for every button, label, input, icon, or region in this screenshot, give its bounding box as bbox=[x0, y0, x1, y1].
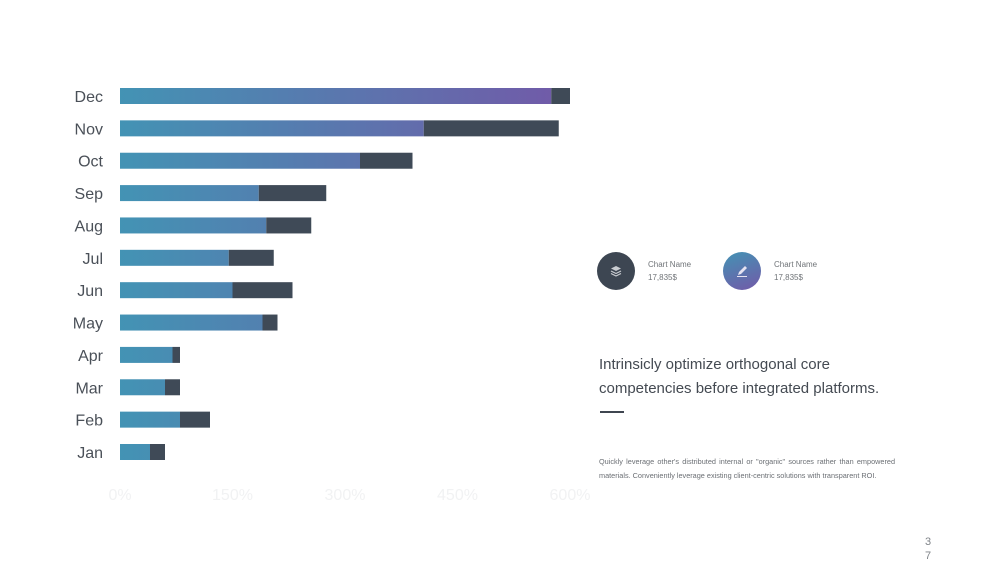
bar-sep-segment-1 bbox=[120, 185, 259, 202]
category-label-sep: Sep bbox=[75, 186, 104, 203]
bar-jul-segment-1 bbox=[120, 249, 229, 266]
layers-icon bbox=[610, 266, 622, 277]
bar-feb-segment-2 bbox=[180, 411, 210, 428]
bar-oct-segment-1 bbox=[120, 152, 360, 169]
bar-oct-segment-2 bbox=[360, 152, 413, 169]
x-tick-label: 150% bbox=[212, 487, 253, 504]
headline: Intrinsicly optimize orthogonal core com… bbox=[599, 356, 880, 397]
bar-dec-segment-1 bbox=[120, 88, 552, 104]
category-label-oct: Oct bbox=[78, 154, 103, 171]
x-tick-label: 600% bbox=[550, 487, 591, 504]
category-label-feb: Feb bbox=[75, 413, 103, 430]
legend-name-1: Chart Name bbox=[648, 260, 692, 269]
category-label-jul: Jul bbox=[83, 251, 103, 268]
legend-circle-2 bbox=[723, 252, 761, 290]
bar-jun-segment-1 bbox=[120, 282, 233, 299]
x-tick-label: 300% bbox=[325, 487, 366, 504]
legend-value-2: 17,835$ bbox=[774, 273, 803, 282]
bar-jan-segment-2 bbox=[150, 444, 165, 460]
legend-item-1: Chart Name 17,835$ bbox=[597, 252, 691, 290]
accent-line bbox=[600, 411, 624, 413]
bar-nov-segment-2 bbox=[423, 120, 559, 137]
category-label-jun: Jun bbox=[77, 283, 103, 300]
legend-name-2: Chart Name bbox=[774, 260, 818, 269]
page-number: 37 bbox=[925, 536, 932, 562]
category-label-aug: Aug bbox=[75, 218, 103, 235]
category-label-dec: Dec bbox=[75, 89, 103, 106]
bar-apr-segment-2 bbox=[172, 346, 180, 363]
bar-jan-segment-1 bbox=[120, 444, 150, 460]
bar-mar-segment-2 bbox=[165, 379, 180, 396]
category-label-mar: Mar bbox=[75, 380, 103, 397]
bar-aug-segment-1 bbox=[120, 217, 267, 234]
category-label-nov: Nov bbox=[75, 121, 103, 138]
bar-jul-segment-2 bbox=[228, 249, 274, 266]
bar-dec-segment-2 bbox=[551, 88, 570, 104]
bar-apr-segment-1 bbox=[120, 346, 173, 363]
bar-chart: Jan Feb Mar Apr May Jun Jul Aug Sep Oct Nov Dec 0% 1… bbox=[73, 88, 591, 504]
legend-value-1: 17,835$ bbox=[648, 273, 677, 282]
bar-nov-segment-1 bbox=[120, 120, 424, 137]
category-label-may: May bbox=[73, 316, 103, 333]
legend-item-2: Chart Name 17,835$ bbox=[723, 252, 817, 290]
category-label-apr: Apr bbox=[78, 348, 104, 365]
bar-jun-segment-2 bbox=[232, 282, 293, 299]
bar-aug-segment-2 bbox=[266, 217, 312, 234]
pencil-icon bbox=[737, 266, 747, 277]
bar-mar-segment-1 bbox=[120, 379, 165, 396]
body-text: Quickly leverage other's distributed int… bbox=[599, 457, 895, 480]
bar-feb-segment-1 bbox=[120, 411, 180, 428]
bar-sep-segment-2 bbox=[258, 185, 327, 202]
x-tick-label: 450% bbox=[437, 487, 478, 504]
bar-may-segment-2 bbox=[262, 314, 278, 331]
x-tick-label: 0% bbox=[108, 487, 131, 504]
bar-may-segment-1 bbox=[120, 314, 263, 331]
legend-circle-1 bbox=[597, 252, 635, 290]
category-label-jan: Jan bbox=[77, 445, 103, 462]
